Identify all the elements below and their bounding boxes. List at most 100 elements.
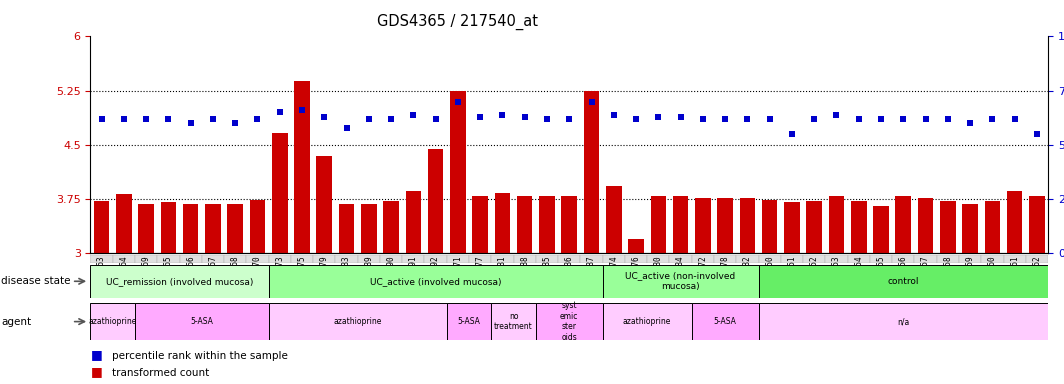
Text: GSM948575: GSM948575	[298, 256, 306, 297]
Bar	[361, 204, 377, 253]
Bar	[135, 303, 268, 340]
Bar	[313, 255, 335, 263]
Point	[895, 116, 912, 122]
Bar	[981, 255, 1003, 263]
Bar	[450, 91, 466, 253]
Point	[717, 116, 734, 122]
Point	[650, 114, 667, 120]
Text: GSM948577: GSM948577	[476, 256, 485, 297]
Bar	[759, 265, 1048, 298]
Text: GSM948568: GSM948568	[231, 256, 239, 297]
Point	[984, 116, 1001, 122]
Bar	[959, 255, 981, 263]
Bar	[672, 196, 688, 253]
Text: GSM948587: GSM948587	[587, 256, 596, 297]
Bar	[447, 255, 469, 263]
Bar	[180, 255, 202, 263]
Point	[204, 116, 221, 122]
Text: UC_active (involved mucosa): UC_active (involved mucosa)	[370, 277, 501, 286]
Text: GDS4365 / 217540_at: GDS4365 / 217540_at	[377, 13, 538, 30]
Point	[872, 116, 890, 122]
Bar	[984, 201, 1000, 253]
Bar	[90, 255, 113, 263]
Bar	[539, 195, 554, 253]
Bar	[90, 303, 135, 340]
Text: GSM948560: GSM948560	[987, 256, 997, 297]
Bar	[692, 303, 759, 340]
Bar	[647, 255, 669, 263]
Point	[850, 116, 867, 122]
Text: no
treatment: no treatment	[494, 312, 533, 331]
Bar	[584, 91, 599, 253]
Bar	[695, 199, 711, 253]
Bar	[272, 132, 287, 253]
Bar	[1026, 255, 1048, 263]
Bar	[914, 255, 936, 263]
Bar	[380, 255, 402, 263]
Bar	[669, 255, 692, 263]
Point	[962, 120, 979, 126]
Point	[427, 116, 444, 122]
Point	[695, 116, 712, 122]
Bar	[135, 255, 157, 263]
Bar	[405, 191, 421, 253]
Bar	[225, 255, 247, 263]
Point	[316, 114, 333, 120]
Bar	[205, 204, 220, 253]
Bar	[472, 195, 488, 253]
Text: GSM948588: GSM948588	[520, 256, 529, 297]
Bar	[892, 255, 914, 263]
Bar	[692, 255, 714, 263]
Point	[783, 131, 800, 137]
Bar	[1003, 255, 1026, 263]
Bar	[602, 255, 625, 263]
Bar	[268, 265, 602, 298]
Text: GSM948558: GSM948558	[944, 256, 952, 297]
Bar	[295, 81, 310, 253]
Point	[1007, 116, 1024, 122]
Bar	[762, 200, 778, 253]
Point	[137, 116, 154, 122]
Bar	[1029, 196, 1045, 253]
Text: GSM948557: GSM948557	[921, 256, 930, 297]
Bar	[759, 303, 1048, 340]
Point	[338, 124, 355, 131]
Point	[160, 116, 177, 122]
Point	[494, 111, 511, 118]
Bar	[428, 149, 444, 253]
Bar	[268, 255, 290, 263]
Text: GSM948580: GSM948580	[653, 256, 663, 297]
Point	[271, 109, 288, 116]
Point	[1029, 131, 1046, 137]
Text: GSM948578: GSM948578	[720, 256, 730, 297]
Text: GSM948555: GSM948555	[877, 256, 885, 297]
Bar	[358, 255, 380, 263]
Text: UC_active (non-involved
mucosa): UC_active (non-involved mucosa)	[626, 271, 735, 291]
Text: GSM948585: GSM948585	[543, 256, 551, 297]
Text: GSM948591: GSM948591	[409, 256, 418, 297]
Bar	[559, 255, 580, 263]
Bar	[606, 186, 621, 253]
Bar	[826, 255, 848, 263]
Bar	[116, 194, 132, 253]
Bar	[138, 204, 154, 253]
Bar	[918, 199, 933, 253]
Text: GSM948581: GSM948581	[498, 256, 506, 297]
Point	[93, 116, 110, 122]
Point	[516, 114, 533, 120]
Bar	[447, 303, 492, 340]
Bar	[736, 255, 759, 263]
Bar	[536, 255, 559, 263]
Text: agent: agent	[1, 316, 31, 327]
Point	[583, 98, 600, 104]
Text: control: control	[887, 277, 919, 286]
Point	[227, 120, 244, 126]
Bar	[517, 196, 532, 253]
Text: GSM948563: GSM948563	[97, 256, 106, 297]
Text: GSM948570: GSM948570	[253, 256, 262, 297]
Text: GSM948566: GSM948566	[186, 256, 195, 297]
Text: UC_remission (involved mucosa): UC_remission (involved mucosa)	[105, 277, 253, 286]
Bar	[514, 255, 536, 263]
Bar	[247, 255, 268, 263]
Bar	[183, 204, 199, 253]
